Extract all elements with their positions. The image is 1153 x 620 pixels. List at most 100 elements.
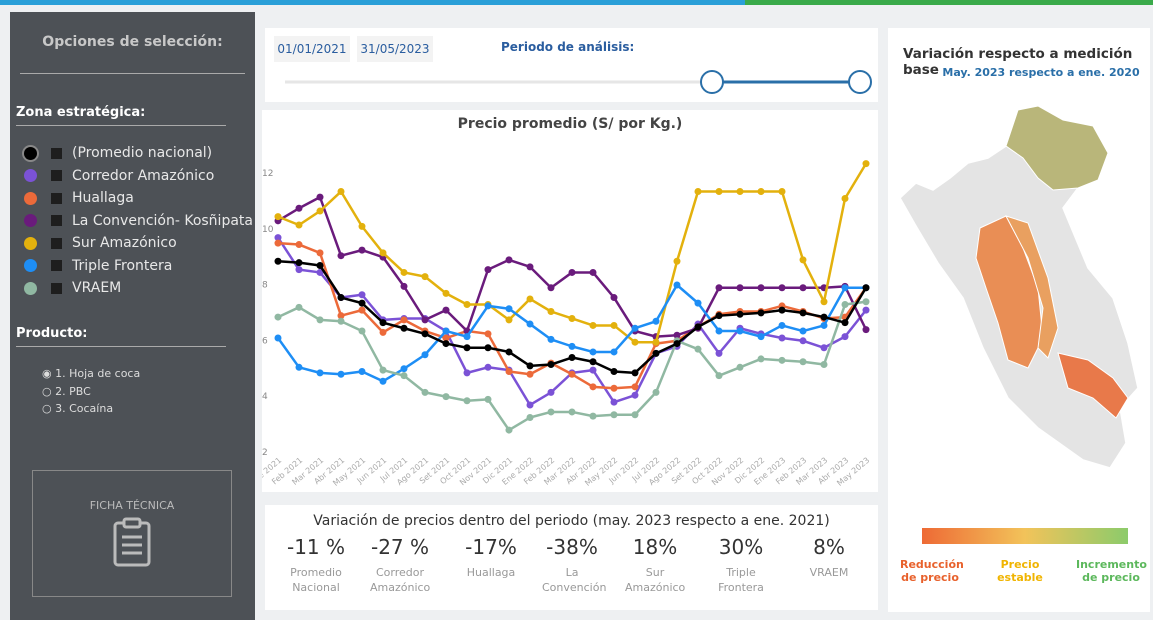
data-point (820, 361, 828, 369)
legend-item[interactable]: VRAEM (24, 278, 121, 298)
data-point (547, 284, 555, 292)
data-point (442, 334, 450, 342)
data-point (778, 284, 786, 292)
data-point (820, 298, 828, 306)
variation-label: Promedio Nacional (290, 566, 342, 594)
variation-label: La Convención (542, 566, 607, 594)
radio-option[interactable]: ◉ 1. Hoja de coca (42, 367, 141, 380)
data-point (421, 273, 429, 281)
divider (20, 73, 245, 74)
variation-item: 18% Sur Amazónico (613, 535, 697, 595)
y-tick-label: 10 (262, 225, 274, 235)
data-point (358, 327, 366, 335)
data-point (526, 414, 534, 422)
radio-option[interactable]: ○ 2. PBC (42, 385, 91, 398)
data-point (862, 326, 870, 334)
data-point (421, 316, 429, 324)
data-point (568, 354, 576, 362)
data-point (778, 356, 786, 364)
map-card: Variación respecto a medición base May. … (888, 28, 1150, 612)
legend-item[interactable]: Huallaga (24, 188, 134, 208)
data-point (400, 372, 408, 380)
data-point (442, 327, 450, 335)
legend-item[interactable]: Sur Amazónico (24, 233, 177, 253)
data-point (526, 401, 534, 409)
slider-handle[interactable] (700, 70, 724, 94)
legend-checkbox (51, 215, 62, 226)
ficha-button[interactable]: FICHA TÉCNICA (32, 470, 232, 597)
sidebar: Opciones de selección: Zona estratégica:… (10, 12, 255, 620)
variation-value: 18% (632, 535, 678, 559)
data-point (631, 369, 639, 377)
radio-option[interactable]: ○ 3. Cocaína (42, 402, 114, 415)
data-point (631, 383, 639, 391)
peru-map (899, 105, 1139, 469)
data-point (379, 328, 387, 336)
data-point (799, 337, 807, 345)
legend-item[interactable]: La Convención- Kosñipata (24, 211, 253, 231)
data-point (337, 370, 345, 378)
data-point (589, 348, 597, 356)
legend-item[interactable]: Corredor Amazónico (24, 166, 214, 186)
data-point (757, 355, 765, 363)
data-point (505, 316, 513, 324)
radio-label: 2. PBC (55, 385, 91, 398)
data-point (274, 257, 282, 265)
data-point (295, 204, 303, 212)
data-point (484, 363, 492, 371)
data-point (295, 241, 303, 249)
map-title: Variación respecto a medición base (903, 46, 1133, 78)
data-point (421, 351, 429, 359)
data-point (463, 333, 471, 341)
data-point (862, 306, 870, 314)
slider-handle[interactable] (848, 70, 872, 94)
data-point (316, 268, 324, 276)
legend-label: VRAEM (72, 280, 122, 296)
data-point (652, 338, 660, 346)
period-slider[interactable] (265, 68, 878, 98)
data-point (631, 391, 639, 399)
data-point (568, 342, 576, 350)
data-point (673, 340, 681, 348)
data-point (715, 312, 723, 320)
data-point (316, 261, 324, 269)
color-scale (922, 528, 1128, 544)
end-date[interactable]: 31/05/2023 (357, 36, 433, 62)
data-point (610, 367, 618, 375)
data-point (421, 330, 429, 338)
data-point (568, 314, 576, 322)
data-point (274, 213, 282, 221)
data-point (799, 309, 807, 317)
data-point (841, 319, 849, 327)
data-point (295, 259, 303, 267)
scale-label: Precio estable (997, 558, 1043, 584)
data-point (673, 331, 681, 339)
radio-label: 1. Hoja de coca (55, 367, 141, 380)
data-point (715, 372, 723, 380)
data-point (484, 330, 492, 338)
data-point (757, 333, 765, 341)
legend-checkbox (51, 147, 62, 159)
data-point (673, 257, 681, 265)
data-point (505, 367, 513, 375)
data-point (442, 340, 450, 348)
data-point (778, 306, 786, 314)
legend-item[interactable]: Triple Frontera (24, 256, 172, 276)
variation-value: -38% (546, 535, 598, 559)
data-point (673, 281, 681, 289)
data-point (400, 365, 408, 373)
data-point (757, 188, 765, 196)
data-point (589, 383, 597, 391)
data-point (715, 349, 723, 357)
data-point (442, 289, 450, 297)
variation-item: -27 % Corredor Amazónico (358, 535, 442, 595)
data-point (274, 313, 282, 321)
variation-label: VRAEM (809, 566, 849, 579)
data-point (526, 295, 534, 303)
legend-checkbox (51, 282, 62, 294)
legend-dot (24, 169, 37, 182)
start-date[interactable]: 01/01/2021 (274, 36, 350, 62)
data-point (274, 239, 282, 247)
legend-item[interactable]: (Promedio nacional) (24, 143, 212, 163)
data-point (736, 284, 744, 292)
